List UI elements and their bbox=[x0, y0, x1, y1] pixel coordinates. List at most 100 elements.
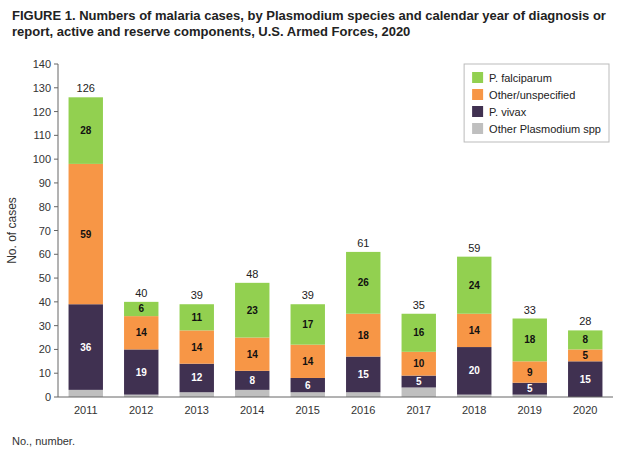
y-tick-label: 130 bbox=[33, 82, 51, 94]
x-tick-label: 2017 bbox=[407, 404, 431, 416]
data-label: 5 bbox=[527, 383, 533, 394]
data-label: 6 bbox=[305, 380, 311, 391]
bar-segment bbox=[69, 304, 103, 390]
legend-swatch bbox=[472, 123, 483, 134]
total-label: 39 bbox=[302, 289, 314, 301]
y-tick bbox=[54, 135, 58, 136]
y-tick bbox=[54, 159, 58, 160]
bar-segment bbox=[180, 304, 214, 330]
bar-segment bbox=[568, 330, 602, 349]
x-tick-label: 2018 bbox=[462, 404, 486, 416]
data-label: 28 bbox=[80, 125, 92, 136]
total-label: 39 bbox=[191, 289, 203, 301]
legend-label: P. vivax bbox=[489, 106, 527, 118]
data-label: 8 bbox=[582, 334, 588, 345]
bar-segment bbox=[402, 387, 436, 397]
total-label: 33 bbox=[524, 304, 536, 316]
legend-label: Other/unspecified bbox=[489, 89, 575, 101]
legend-label: Other Plasmodium spp bbox=[489, 123, 601, 135]
data-label: 14 bbox=[191, 342, 203, 353]
data-label: 18 bbox=[524, 334, 536, 345]
legend-swatch bbox=[472, 72, 483, 83]
data-label: 24 bbox=[469, 280, 481, 291]
data-label: 5 bbox=[582, 350, 588, 361]
bar-segment bbox=[180, 364, 214, 393]
data-label: 36 bbox=[80, 342, 92, 353]
y-tick-label: 20 bbox=[39, 343, 51, 355]
data-label: 15 bbox=[580, 374, 592, 385]
data-label: 59 bbox=[80, 229, 92, 240]
data-label: 14 bbox=[469, 325, 481, 336]
chart: FIGURE 1. Numbers of malaria cases, by P… bbox=[0, 0, 629, 455]
x-tick-label: 2020 bbox=[573, 404, 597, 416]
y-tick bbox=[54, 325, 58, 326]
bar-segment bbox=[124, 316, 158, 349]
x-tick-label: 2014 bbox=[240, 404, 264, 416]
legend-swatch bbox=[472, 106, 483, 117]
y-tick bbox=[54, 230, 58, 231]
total-label: 40 bbox=[135, 287, 147, 299]
y-tick-label: 110 bbox=[33, 129, 51, 141]
x-axis-line bbox=[58, 397, 613, 398]
data-label: 20 bbox=[469, 365, 481, 376]
bar-segment bbox=[291, 378, 325, 392]
data-label: 17 bbox=[302, 319, 314, 330]
bar-segment bbox=[346, 392, 380, 397]
data-label: 6 bbox=[138, 303, 144, 314]
background bbox=[0, 0, 629, 455]
bar-segment bbox=[69, 97, 103, 164]
y-tick bbox=[54, 278, 58, 279]
bar-segment bbox=[513, 383, 547, 395]
y-tick-label: 80 bbox=[39, 201, 51, 213]
legend: P. falciparumOther/unspecifiedP. vivaxOt… bbox=[464, 64, 609, 142]
bar-segment bbox=[346, 252, 380, 314]
y-tick bbox=[54, 301, 58, 302]
y-tick bbox=[54, 397, 58, 398]
data-label: 11 bbox=[191, 312, 202, 323]
data-label: 15 bbox=[358, 369, 370, 380]
data-label: 9 bbox=[527, 367, 533, 378]
title-line: FIGURE 1. Numbers of malaria cases, by P… bbox=[12, 8, 606, 23]
total-label: 28 bbox=[579, 315, 591, 327]
data-label: 5 bbox=[416, 376, 422, 387]
x-tick-label: 2011 bbox=[74, 404, 98, 416]
x-tick-label: 2016 bbox=[351, 404, 375, 416]
bar-segment bbox=[235, 371, 269, 390]
total-label: 59 bbox=[468, 242, 480, 254]
bar-segment bbox=[513, 319, 547, 362]
data-label: 18 bbox=[358, 330, 370, 341]
bar-segment bbox=[235, 283, 269, 338]
total-label: 48 bbox=[246, 268, 258, 280]
bar-segment bbox=[291, 345, 325, 378]
data-label: 16 bbox=[413, 327, 425, 338]
bar-segment bbox=[457, 257, 491, 314]
data-label: 23 bbox=[247, 305, 259, 316]
y-tick bbox=[54, 87, 58, 88]
bar-segment bbox=[346, 314, 380, 357]
y-tick bbox=[54, 182, 58, 183]
data-label: 10 bbox=[413, 358, 425, 369]
bar-segment bbox=[69, 164, 103, 304]
x-tick-label: 2013 bbox=[185, 404, 209, 416]
bar-segment bbox=[235, 390, 269, 397]
y-tick-label: 50 bbox=[39, 272, 51, 284]
bar-segment bbox=[568, 349, 602, 361]
y-tick-label: 70 bbox=[39, 225, 51, 237]
legend-frame bbox=[464, 64, 609, 142]
y-tick-label: 40 bbox=[39, 296, 51, 308]
data-label: 14 bbox=[247, 349, 259, 360]
bar-segment bbox=[291, 392, 325, 397]
x-tick-label: 2012 bbox=[129, 404, 153, 416]
y-tick-label: 30 bbox=[39, 320, 51, 332]
y-tick-label: 140 bbox=[33, 58, 51, 70]
y-tick bbox=[54, 206, 58, 207]
bar-segment bbox=[402, 376, 436, 388]
bar-segment bbox=[513, 361, 547, 382]
y-tick-label: 10 bbox=[39, 367, 51, 379]
data-label: 12 bbox=[191, 372, 203, 383]
legend-swatch bbox=[472, 89, 483, 100]
bar-segment bbox=[124, 302, 158, 316]
x-tick-label: 2015 bbox=[296, 404, 320, 416]
bar-segment bbox=[457, 314, 491, 347]
total-label: 126 bbox=[77, 82, 95, 94]
